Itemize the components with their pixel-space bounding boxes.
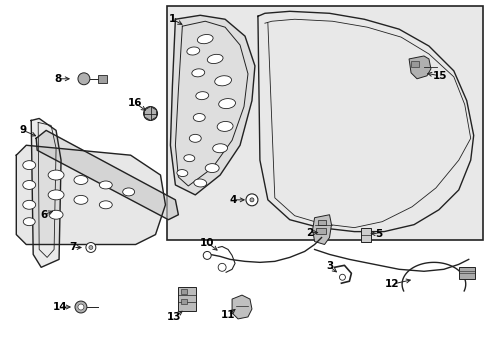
Text: 5: 5 (375, 229, 382, 239)
Ellipse shape (99, 201, 112, 209)
Ellipse shape (214, 76, 231, 86)
Circle shape (143, 107, 157, 121)
Text: 7: 7 (69, 243, 77, 252)
Circle shape (245, 194, 257, 206)
Ellipse shape (193, 113, 205, 121)
Polygon shape (408, 56, 430, 79)
Text: 12: 12 (384, 279, 399, 289)
Ellipse shape (23, 218, 35, 226)
Text: 14: 14 (53, 302, 67, 312)
Text: 16: 16 (127, 98, 142, 108)
Ellipse shape (193, 179, 206, 187)
Ellipse shape (186, 47, 199, 55)
Ellipse shape (191, 69, 204, 77)
Text: 6: 6 (41, 210, 48, 220)
Bar (458, 267, 474, 279)
Ellipse shape (48, 190, 64, 200)
Circle shape (78, 304, 84, 310)
Ellipse shape (74, 195, 88, 204)
Bar (178, 287, 196, 311)
Bar (98, 75, 106, 83)
Polygon shape (36, 130, 178, 220)
Bar (361, 228, 370, 242)
Circle shape (86, 243, 96, 252)
Bar (181, 299, 187, 304)
Polygon shape (232, 295, 251, 319)
Bar (315, 228, 325, 234)
Text: 9: 9 (20, 125, 27, 135)
Ellipse shape (205, 164, 219, 172)
Polygon shape (170, 15, 254, 195)
Ellipse shape (195, 92, 208, 100)
Text: 10: 10 (200, 238, 214, 248)
Ellipse shape (177, 170, 187, 176)
Circle shape (339, 274, 345, 280)
Ellipse shape (122, 188, 134, 196)
Bar (181, 289, 187, 294)
Ellipse shape (207, 54, 223, 64)
Text: 13: 13 (167, 312, 181, 322)
Ellipse shape (218, 99, 235, 109)
Circle shape (203, 251, 211, 260)
Ellipse shape (23, 161, 36, 170)
Ellipse shape (48, 170, 64, 180)
Ellipse shape (197, 35, 213, 44)
Text: 3: 3 (325, 261, 332, 271)
Polygon shape (16, 145, 165, 244)
Text: 11: 11 (221, 310, 235, 320)
Bar (317, 220, 325, 225)
Ellipse shape (183, 155, 194, 162)
Ellipse shape (99, 181, 112, 189)
Circle shape (75, 301, 87, 313)
Text: 4: 4 (229, 195, 236, 205)
Ellipse shape (23, 180, 36, 189)
Text: 15: 15 (432, 71, 446, 81)
Bar (167, 6, 482, 239)
Bar (410, 61, 418, 67)
Text: 1: 1 (168, 14, 176, 24)
Circle shape (249, 198, 253, 202)
Polygon shape (31, 118, 61, 267)
Ellipse shape (217, 121, 233, 131)
Ellipse shape (23, 201, 36, 209)
Ellipse shape (49, 210, 63, 219)
Polygon shape (144, 107, 156, 121)
Ellipse shape (189, 134, 201, 142)
Text: 2: 2 (305, 228, 313, 238)
Polygon shape (312, 215, 331, 244)
Text: 8: 8 (54, 74, 61, 84)
Circle shape (89, 246, 93, 249)
Circle shape (218, 264, 225, 271)
Circle shape (78, 73, 90, 85)
Ellipse shape (74, 176, 88, 184)
Ellipse shape (212, 144, 227, 153)
